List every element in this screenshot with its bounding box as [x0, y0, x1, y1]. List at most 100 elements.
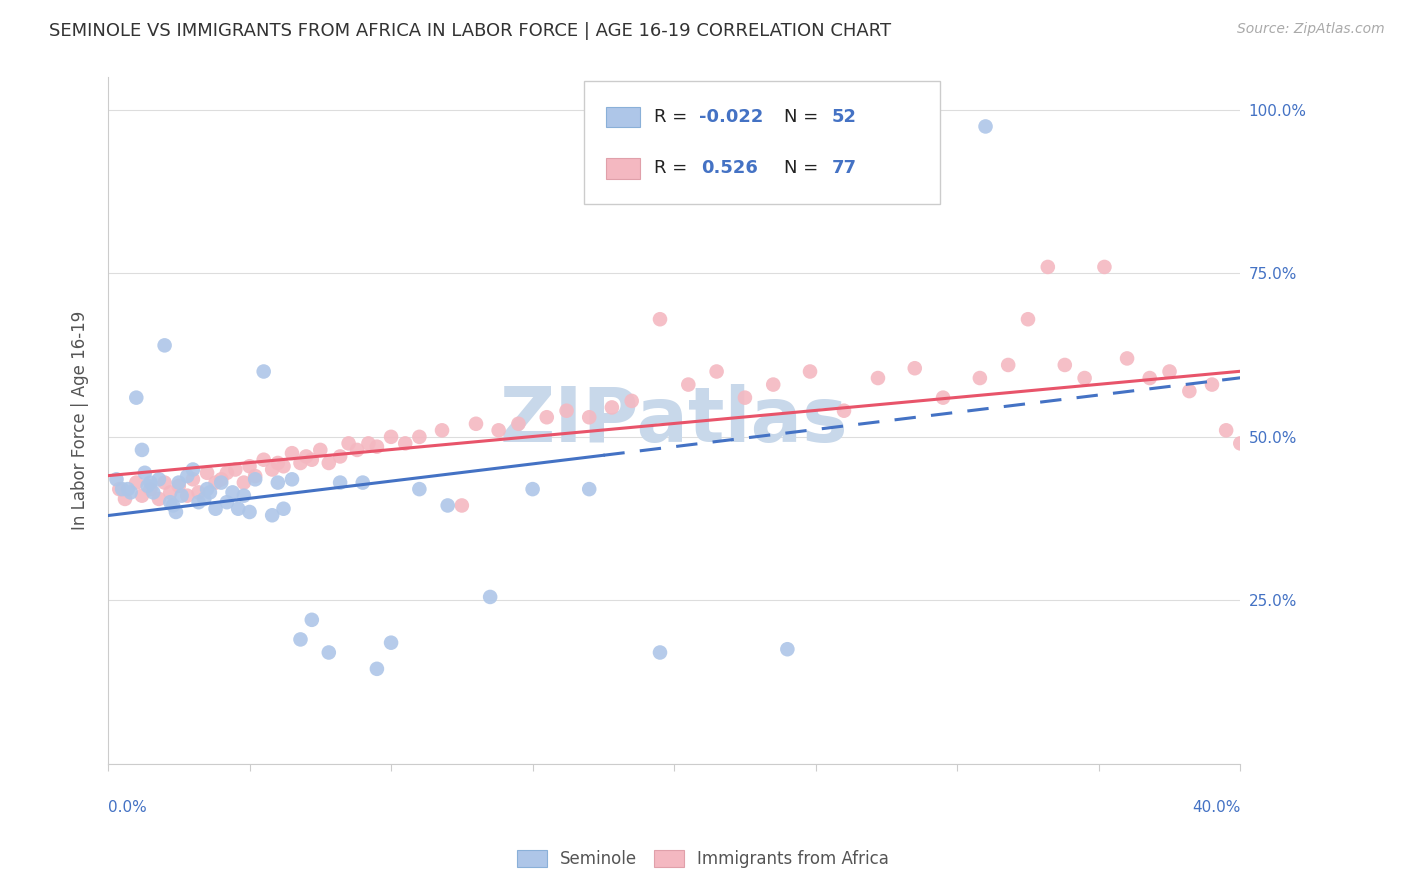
Point — [932, 391, 955, 405]
Point — [245, 469, 267, 483]
Point — [153, 475, 176, 490]
Point — [488, 423, 510, 437]
Point — [301, 452, 323, 467]
Point — [301, 613, 323, 627]
Point — [394, 436, 416, 450]
Point — [1017, 312, 1039, 326]
Point — [974, 120, 997, 134]
Point — [187, 495, 209, 509]
Point — [120, 485, 142, 500]
Point — [555, 403, 578, 417]
Point — [366, 662, 388, 676]
Point — [262, 508, 284, 523]
Point — [209, 472, 232, 486]
Point — [267, 475, 290, 490]
Point — [1243, 442, 1265, 457]
Point — [357, 436, 380, 450]
Point — [762, 377, 785, 392]
Point — [159, 495, 181, 509]
Point — [578, 482, 600, 496]
Point — [329, 475, 352, 490]
Point — [1036, 260, 1059, 274]
Point — [578, 410, 600, 425]
Point — [167, 479, 190, 493]
Point — [204, 475, 226, 490]
Point — [232, 489, 254, 503]
Text: -0.022: -0.022 — [699, 108, 763, 126]
Point — [281, 446, 304, 460]
Point — [142, 485, 165, 500]
Point — [648, 312, 671, 326]
Point — [329, 450, 352, 464]
Point — [195, 466, 218, 480]
Point — [1139, 371, 1161, 385]
Point — [221, 485, 243, 500]
Point — [1257, 459, 1279, 474]
Point — [114, 491, 136, 506]
Point — [131, 489, 153, 503]
Point — [153, 338, 176, 352]
Point — [193, 491, 215, 506]
Point — [1229, 436, 1251, 450]
Point — [267, 456, 290, 470]
Point — [134, 466, 156, 480]
Point — [1215, 423, 1237, 437]
Point — [1094, 260, 1116, 274]
Point — [209, 475, 232, 490]
Point — [366, 440, 388, 454]
Point — [131, 442, 153, 457]
Point — [238, 459, 260, 474]
Point — [195, 482, 218, 496]
Point — [1053, 358, 1076, 372]
Point — [1159, 364, 1181, 378]
Point — [904, 361, 927, 376]
Point — [245, 472, 267, 486]
Legend: Seminole, Immigrants from Africa: Seminole, Immigrants from Africa — [510, 843, 896, 875]
Point — [450, 499, 472, 513]
Text: 77: 77 — [831, 160, 856, 178]
Point — [148, 472, 170, 486]
Point — [176, 489, 198, 503]
Point — [117, 482, 139, 496]
Point — [262, 462, 284, 476]
Point — [238, 505, 260, 519]
Point — [295, 450, 318, 464]
Point — [167, 475, 190, 490]
Point — [318, 645, 340, 659]
Point — [346, 442, 368, 457]
Point — [1116, 351, 1139, 366]
Point — [866, 371, 889, 385]
Point — [969, 371, 991, 385]
Point — [479, 590, 502, 604]
Text: N =: N = — [785, 160, 824, 178]
Point — [273, 501, 295, 516]
Point — [253, 364, 276, 378]
Point — [187, 485, 209, 500]
Point — [776, 642, 799, 657]
Point — [148, 491, 170, 506]
Point — [215, 495, 238, 509]
Point — [139, 475, 162, 490]
Point — [380, 430, 402, 444]
Point — [204, 501, 226, 516]
Point — [162, 499, 184, 513]
Point — [224, 462, 246, 476]
Text: N =: N = — [785, 108, 824, 126]
Point — [352, 475, 374, 490]
Point — [600, 401, 623, 415]
Text: R =: R = — [654, 160, 693, 178]
Point — [648, 645, 671, 659]
Point — [165, 505, 187, 519]
Point — [799, 364, 821, 378]
Y-axis label: In Labor Force | Age 16-19: In Labor Force | Age 16-19 — [72, 311, 89, 530]
Point — [136, 479, 159, 493]
Point — [111, 482, 134, 496]
Point — [1073, 371, 1095, 385]
Point — [1201, 377, 1223, 392]
Point — [522, 482, 544, 496]
Text: 52: 52 — [831, 108, 856, 126]
Point — [436, 499, 458, 513]
Point — [170, 489, 193, 503]
Point — [290, 632, 312, 647]
Text: SEMINOLE VS IMMIGRANTS FROM AFRICA IN LABOR FORCE | AGE 16-19 CORRELATION CHART: SEMINOLE VS IMMIGRANTS FROM AFRICA IN LA… — [49, 22, 891, 40]
